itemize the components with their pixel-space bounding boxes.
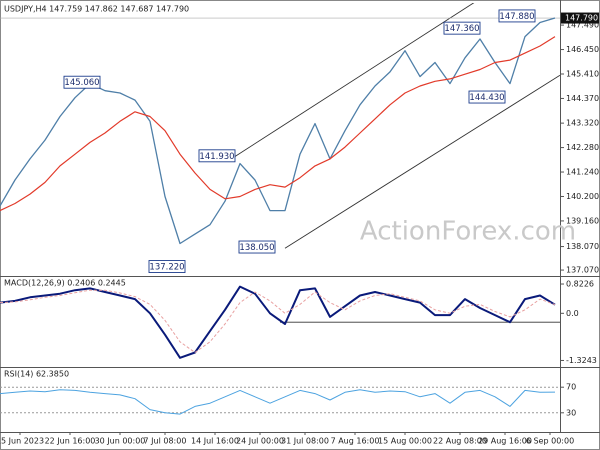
trend-line bbox=[234, 3, 475, 157]
panel-title: USDJPY,H4 147.759 147.862 147.687 147.79… bbox=[4, 5, 189, 14]
annotation-label: 147.880 bbox=[499, 12, 534, 22]
annotation-label: 144.430 bbox=[469, 93, 504, 103]
series-line bbox=[0, 36, 556, 212]
y-tick-label: 138.070 bbox=[566, 242, 599, 251]
annotation-label: 147.360 bbox=[444, 24, 479, 34]
x-tick-label: 15 Jun 2023 bbox=[0, 437, 44, 446]
series-line bbox=[0, 285, 556, 359]
y-tick-label: 137.070 bbox=[566, 266, 599, 275]
annotation-label: 145.060 bbox=[64, 78, 99, 88]
annotation-box bbox=[198, 149, 236, 163]
y-tick-label: 0.8226 bbox=[566, 280, 594, 289]
y-tick-label: 70 bbox=[566, 383, 576, 392]
watermark: ActionForex.com bbox=[360, 217, 576, 247]
panel-plot bbox=[0, 285, 560, 359]
annotation-label: 138.050 bbox=[239, 243, 274, 253]
y-tick-label: 144.370 bbox=[566, 94, 599, 103]
y-tick-label: 0.0 bbox=[566, 309, 579, 318]
y-tick-label: 147.490 bbox=[566, 21, 599, 30]
x-tick-label: 14 Jul 16:00 bbox=[191, 437, 239, 446]
annotation-box bbox=[148, 260, 186, 273]
y-tick-label: 142.280 bbox=[566, 143, 599, 152]
annotation-label: 141.930 bbox=[199, 152, 234, 162]
x-tick-label: 7 Jul 08:00 bbox=[144, 437, 187, 446]
x-tick-label: 22 Aug 08:00 bbox=[433, 437, 487, 446]
last-price-label: 147.790 bbox=[565, 14, 598, 23]
annotation-box bbox=[63, 75, 101, 89]
last-price-box bbox=[561, 12, 599, 24]
y-tick-label: 145.410 bbox=[566, 69, 599, 78]
y-tick-label: 143.320 bbox=[566, 119, 599, 128]
y-tick-label: 140.200 bbox=[566, 192, 599, 201]
annotation-box bbox=[443, 21, 481, 35]
series-line bbox=[0, 389, 556, 415]
x-tick-label: 7 Aug 16:00 bbox=[331, 437, 380, 446]
panel-title: MACD(12,26,9) 0.2406 0.2445 bbox=[4, 279, 126, 288]
panel-plot bbox=[0, 3, 560, 249]
y-tick-label: -1.3243 bbox=[566, 356, 597, 365]
y-tick-label: 30 bbox=[566, 408, 576, 417]
panel-plot bbox=[0, 386, 560, 415]
annotation-box bbox=[498, 9, 536, 23]
annotation-box bbox=[238, 240, 276, 254]
x-tick-label: 6 Sep 00:00 bbox=[526, 437, 574, 446]
x-tick-label: 29 Aug 16:00 bbox=[478, 437, 532, 446]
y-tick-label: 141.240 bbox=[566, 168, 599, 177]
panel-title: RSI(14) 62.3850 bbox=[4, 370, 69, 379]
y-tick-label: 139.160 bbox=[566, 216, 599, 225]
x-tick-label: 22 Jun 16:00 bbox=[45, 437, 96, 446]
annotation-box bbox=[468, 90, 506, 104]
x-tick-label: 24 Jul 00:00 bbox=[236, 437, 284, 446]
x-tick-label: 15 Aug 00:00 bbox=[378, 437, 432, 446]
x-tick-label: 30 Jun 00:00 bbox=[95, 437, 146, 446]
trend-line bbox=[284, 74, 560, 249]
y-tick-label: 146.450 bbox=[566, 45, 599, 54]
x-tick-label: 31 Jul 08:00 bbox=[281, 437, 329, 446]
series-line bbox=[0, 289, 556, 353]
annotation-label: 137.220 bbox=[149, 263, 184, 273]
